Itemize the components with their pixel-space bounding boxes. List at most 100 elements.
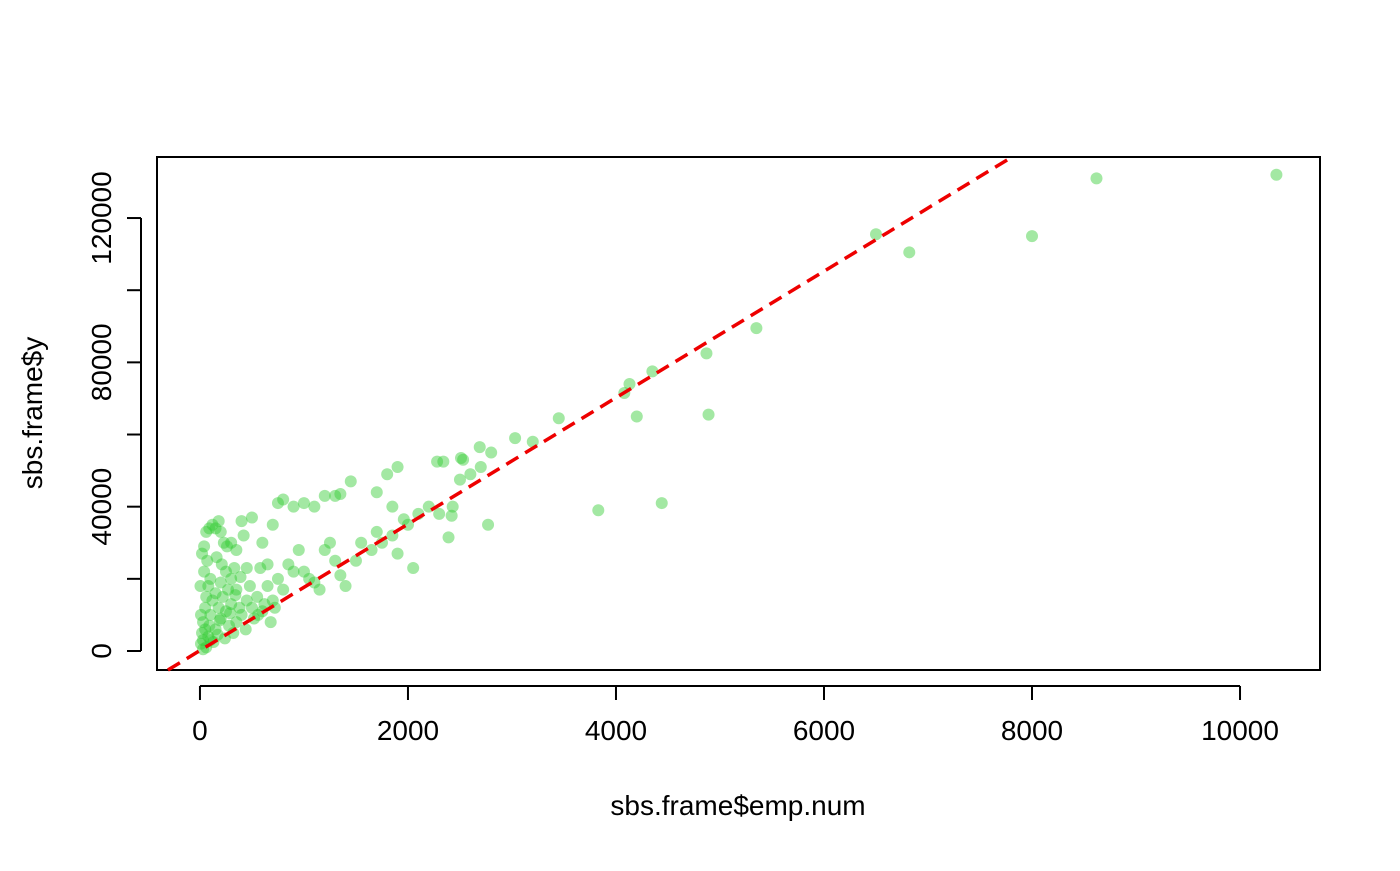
point [216,590,229,603]
point [445,509,458,522]
point [234,571,247,584]
point [437,455,450,468]
point [297,497,310,510]
point [258,598,271,611]
point [391,460,404,473]
point [433,507,446,520]
point [453,473,466,486]
point [245,601,258,614]
point [233,601,246,614]
point [277,583,290,596]
point [646,365,659,378]
point [592,504,605,517]
point [1270,168,1283,181]
point [230,583,243,596]
point [397,513,410,526]
point [254,562,267,575]
point [370,486,383,499]
x-tick-label: 4000 [585,715,647,746]
point [287,500,300,513]
point [903,246,916,259]
point [473,441,486,454]
point [381,468,394,481]
point [282,558,295,571]
point [261,580,274,593]
point [355,536,368,549]
point [261,558,274,571]
point [230,543,243,556]
point [329,489,342,502]
point [442,531,455,544]
point [630,410,643,423]
point [256,536,269,549]
point [303,572,316,585]
point [201,554,214,567]
point [266,594,279,607]
plot-frame [156,156,1321,671]
point [220,540,233,553]
point [308,576,321,589]
point [225,572,238,585]
point [268,601,281,614]
point [370,525,383,538]
point [194,637,207,650]
point [457,453,470,466]
point [214,612,227,625]
point [243,580,256,593]
point [251,590,264,603]
point [245,511,258,524]
point [287,565,300,578]
point [386,500,399,513]
point [213,614,226,627]
point [308,500,321,513]
point [323,536,336,549]
point [219,605,232,618]
point [212,601,225,614]
point [271,572,284,585]
point [277,493,290,506]
point [431,455,444,468]
point [206,594,219,607]
point [1026,230,1039,243]
point [329,554,342,567]
point [214,525,227,538]
point [655,497,668,510]
x-tick-label: 2000 [377,715,439,746]
point [292,543,305,556]
point [211,628,224,641]
point [194,608,207,621]
point [212,515,225,528]
point [235,608,248,621]
point [224,607,237,620]
point [198,565,211,578]
fit-line [167,155,1013,672]
x-tick-label: 10000 [1201,715,1279,746]
point [225,536,238,549]
point [215,558,228,571]
point [482,518,495,531]
point [869,228,882,241]
point [206,518,219,531]
point [223,619,236,632]
point [623,378,636,391]
point [202,580,215,593]
point [199,601,212,614]
point [552,412,565,425]
point [199,623,212,636]
point [196,626,209,639]
point [198,540,211,553]
point [318,489,331,502]
point [485,446,498,459]
y-axis-label: sbs.frame$y [17,337,48,490]
point [1090,172,1103,185]
point [391,547,404,560]
y-tick-label: 120000 [86,171,117,264]
point [318,543,331,556]
point [209,522,222,535]
y-tick-label: 40000 [86,468,117,546]
point [229,589,242,602]
x-tick-label: 0 [192,715,208,746]
point [210,551,223,564]
point [407,562,420,575]
